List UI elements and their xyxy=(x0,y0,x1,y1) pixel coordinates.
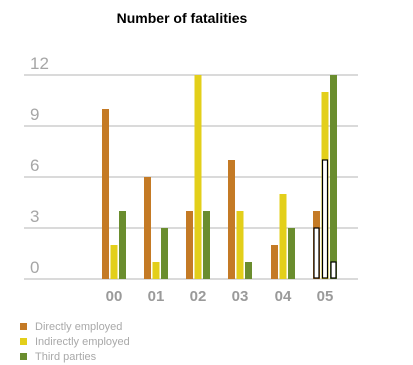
bars xyxy=(102,75,337,279)
bar-indirectly-employed-03 xyxy=(236,211,244,279)
legend-item-directly-employed: Directly employed xyxy=(20,319,130,334)
x-tick-label: 00 xyxy=(106,288,123,305)
y-tick-label: 3 xyxy=(30,207,39,226)
y-tick-label: 0 xyxy=(30,258,39,277)
bar-outlined-indirectly-employed-05 xyxy=(321,159,329,279)
bar-directly-employed-04 xyxy=(271,245,278,279)
y-tick-label: 12 xyxy=(30,54,49,73)
bar-indirectly-employed-00 xyxy=(110,245,118,279)
bar-outlined-directly-employed-05 xyxy=(313,227,320,279)
legend-label: Indirectly employed xyxy=(35,335,130,348)
bar-third-parties-05 xyxy=(330,75,337,279)
bar-third-parties-04 xyxy=(288,228,295,279)
gridlines xyxy=(24,74,358,280)
bar-third-parties-02 xyxy=(203,211,210,279)
legend-label: Directly employed xyxy=(35,320,123,333)
bar-directly-employed-01 xyxy=(144,177,151,279)
y-axis-ticks: 0 3 6 9 12 xyxy=(30,54,49,277)
bar-directly-employed-03 xyxy=(228,160,235,279)
x-tick-label: 05 xyxy=(317,288,334,305)
x-tick-label: 01 xyxy=(148,288,165,305)
chart-title: Number of fatalities xyxy=(117,10,248,26)
bar-indirectly-employed-02 xyxy=(194,75,202,279)
legend-swatch-indirectly-employed xyxy=(20,338,27,345)
bar-directly-employed-02 xyxy=(186,211,193,279)
y-tick-label: 9 xyxy=(30,105,39,124)
legend-swatch-third-parties xyxy=(20,353,27,360)
x-tick-label: 03 xyxy=(232,288,249,305)
legend-label: Third parties xyxy=(35,350,97,363)
bar-third-parties-00 xyxy=(119,211,126,279)
bar-indirectly-employed-04 xyxy=(279,194,287,279)
legend: Directly employed Indirectly employed Th… xyxy=(20,319,130,364)
x-tick-label: 02 xyxy=(190,288,207,305)
bar-directly-employed-00 xyxy=(102,109,109,279)
legend-swatch-directly-employed xyxy=(20,323,27,330)
legend-item-third-parties: Third parties xyxy=(20,349,130,364)
x-axis-ticks: 00 01 02 03 04 05 xyxy=(106,288,334,305)
bar-third-parties-03 xyxy=(245,262,252,279)
y-tick-label: 6 xyxy=(30,156,39,175)
bar-third-parties-01 xyxy=(161,228,168,279)
legend-item-indirectly-employed: Indirectly employed xyxy=(20,334,130,349)
x-tick-label: 04 xyxy=(275,288,292,305)
bar-outlined-third-parties-05 xyxy=(330,261,337,279)
bar-indirectly-employed-01 xyxy=(152,262,160,279)
